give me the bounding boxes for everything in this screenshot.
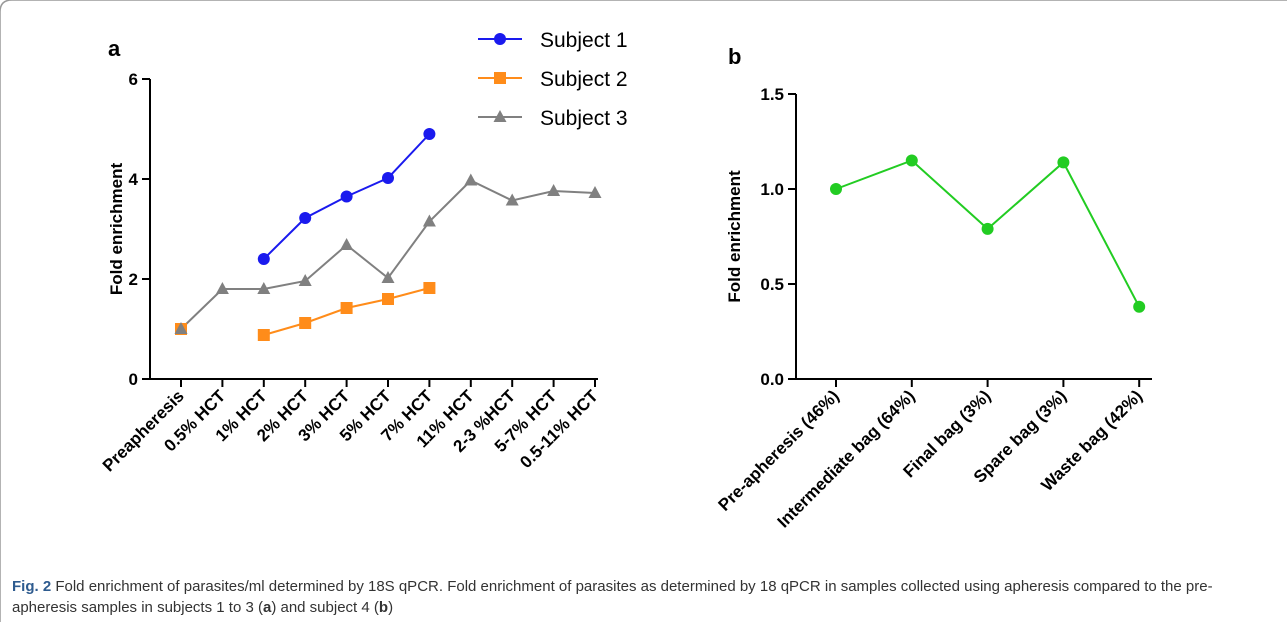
panel-a-y-tick-label: 0 xyxy=(129,370,138,389)
figure-caption-text: Fold enrichment of parasites/ml determin… xyxy=(12,578,1213,616)
panel-b-series-1-point xyxy=(830,183,842,195)
panel-a-series-2-point xyxy=(257,329,270,341)
figure-caption: Fig. 2 Fold enrichment of parasites/ml d… xyxy=(12,576,1272,618)
panel-a-series-3-point xyxy=(215,282,229,294)
panel-b-series-1-point xyxy=(1133,300,1146,313)
panel-b-series-1-point xyxy=(1057,156,1070,169)
panel-b-series-1-point xyxy=(905,154,918,167)
panel-b-y-tick-label: 1.5 xyxy=(760,85,784,104)
panel-a-series-1-point xyxy=(340,190,353,203)
panel-b-series-1-point xyxy=(981,222,994,235)
panel-a-series-3-point xyxy=(505,193,519,206)
legend-marker xyxy=(493,110,507,122)
panel-a-series-2-point xyxy=(340,302,353,314)
panel-a-series-3-point xyxy=(547,184,561,196)
panel-a-series-3-point xyxy=(174,322,188,334)
panel-a-series-3-point xyxy=(257,282,271,294)
panel-a-series-1-point xyxy=(382,172,394,184)
figure-number: Fig. 2 xyxy=(12,578,52,595)
panel-a-y-tick-label: 6 xyxy=(129,70,138,89)
panel-a-series-1-point xyxy=(257,253,270,265)
panel-a-series-3-point xyxy=(464,173,478,186)
legend-label: Subject 2 xyxy=(540,68,628,91)
panel-b-x-tick-label: Pre-apheresis (46%) xyxy=(714,386,842,514)
panel-a-series-3-point xyxy=(588,186,602,198)
panel-b-y-tick-label: 1.0 xyxy=(760,180,784,199)
panel-a-y-tick-label: 2 xyxy=(129,270,138,289)
panel-a-series-1-point xyxy=(299,212,312,224)
panel-a-series-3-point xyxy=(422,214,436,227)
panel-a-series-3-line xyxy=(180,179,596,330)
panel-a-y-tick-label: 4 xyxy=(129,170,139,189)
panel-a-series-2-point xyxy=(382,293,394,305)
panel-a-y-axis-label: Fold enrichment xyxy=(107,163,126,296)
panel-b-x-tick-label: Intermediate bag (64%) xyxy=(774,386,919,531)
panel-a-series-2-point xyxy=(299,317,312,329)
legend-label: Subject 1 xyxy=(540,29,628,52)
panel-a-series-3-point xyxy=(298,274,312,286)
caption-text: Fold enrichment of parasites/ml determin… xyxy=(12,578,1213,616)
panel-b-y-tick-label: 0.0 xyxy=(760,370,784,389)
legend-marker xyxy=(494,33,506,45)
panel-b-label: b xyxy=(728,44,741,69)
panel-b-y-tick-label: 0.5 xyxy=(760,275,784,294)
legend-label: Subject 3 xyxy=(540,107,628,130)
panel-a-series-1-point xyxy=(423,128,436,140)
panel-a-series-2-point xyxy=(423,282,436,294)
panel-b-y-axis-label: Fold enrichment xyxy=(725,170,744,303)
panel-a-series-3-point xyxy=(340,238,354,250)
legend-marker xyxy=(494,72,506,84)
panel-a-series-3-point xyxy=(381,271,395,283)
panel-a-label: a xyxy=(108,36,121,61)
